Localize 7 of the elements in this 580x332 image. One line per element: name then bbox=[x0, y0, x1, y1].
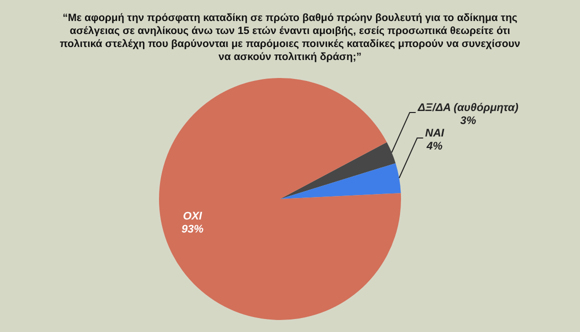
slice-label: ΔΞ/ΔΑ (αυθόρμητα) bbox=[416, 102, 519, 114]
slice-label: ΟΧΙ bbox=[183, 210, 203, 223]
data-label: 3% bbox=[460, 115, 476, 128]
chart-title: “Με αφορμή την πρόσφατη καταδίκη σε πρώτο βαθμό πρώην βουλευτή για το αδίκημα της ασέλγειας σε ανηλίκους άνω των 15 ετών έναντι αμοιβής, εσείς προσωπικά θεωρείτε ότι πολιτικά στελέχη που βαρύνονται με παρόμοιες ποινικές καταδίκες μπορούν να συνεχίσουν να ασκούν πολιτική δράση;” bbox=[58, 12, 522, 64]
data-label: 93% bbox=[181, 224, 204, 236]
data-label: 4% bbox=[426, 140, 443, 153]
slice-label: ΝΑΙ bbox=[425, 128, 446, 140]
